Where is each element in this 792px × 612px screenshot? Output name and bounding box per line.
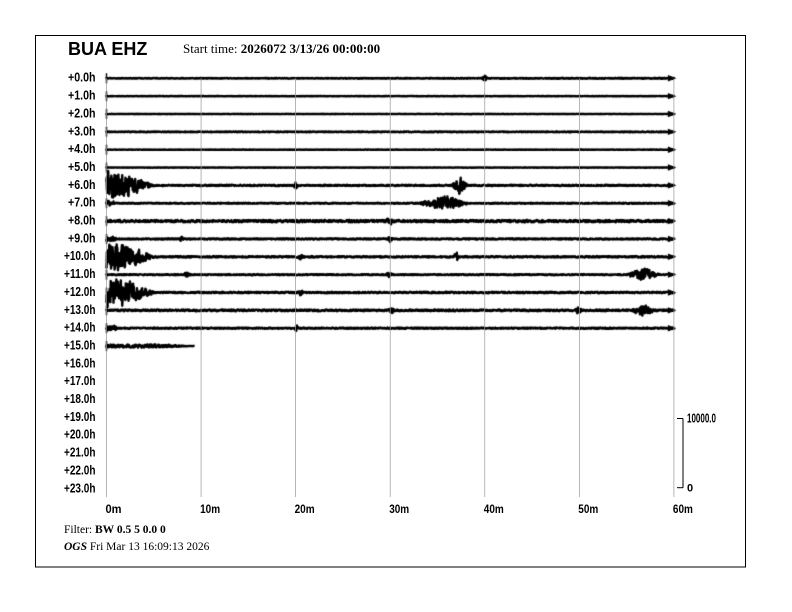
svg-text:+5.0h: +5.0h: [68, 159, 96, 174]
svg-text:10000.0: 10000.0: [687, 411, 716, 426]
svg-text:+13.0h: +13.0h: [64, 302, 96, 317]
svg-text:Filter: BW 0.5 5 0.0 0: Filter: BW 0.5 5 0.0 0: [64, 524, 166, 536]
svg-text:+3.0h: +3.0h: [68, 123, 96, 138]
svg-text:50m: 50m: [578, 502, 598, 516]
svg-text:+20.0h: +20.0h: [64, 427, 96, 442]
svg-text:0: 0: [687, 483, 693, 495]
svg-text:+10.0h: +10.0h: [64, 248, 96, 263]
svg-text:+15.0h: +15.0h: [64, 337, 96, 352]
svg-text:+16.0h: +16.0h: [64, 355, 96, 370]
svg-text:+14.0h: +14.0h: [64, 320, 96, 335]
svg-text:+12.0h: +12.0h: [64, 284, 96, 299]
svg-text:+2.0h: +2.0h: [68, 105, 96, 120]
svg-text:+17.0h: +17.0h: [64, 373, 96, 388]
svg-text:+4.0h: +4.0h: [68, 141, 96, 156]
svg-text:+19.0h: +19.0h: [64, 409, 96, 424]
svg-text:+11.0h: +11.0h: [64, 266, 96, 281]
svg-text:+21.0h: +21.0h: [64, 445, 96, 460]
svg-text:BUA EHZ: BUA EHZ: [68, 39, 147, 59]
svg-text:Start time: 2026072 3/13/26 0: Start time: 2026072 3/13/26 00:00:00: [183, 41, 380, 56]
svg-text:+8.0h: +8.0h: [68, 213, 96, 228]
svg-text:30m: 30m: [389, 502, 409, 516]
svg-text:20m: 20m: [295, 502, 315, 516]
svg-text:+9.0h: +9.0h: [68, 230, 96, 245]
svg-text:+22.0h: +22.0h: [64, 462, 96, 477]
svg-text:0m: 0m: [106, 502, 122, 516]
svg-text:+1.0h: +1.0h: [68, 88, 96, 103]
svg-text:40m: 40m: [484, 502, 504, 516]
svg-text:OGS Fri Mar 13 16:09:13 2026: OGS Fri Mar 13 16:09:13 2026: [64, 541, 210, 553]
svg-text:+23.0h: +23.0h: [64, 480, 96, 495]
svg-text:+0.0h: +0.0h: [68, 70, 96, 85]
svg-text:+6.0h: +6.0h: [68, 177, 96, 192]
svg-text:60m: 60m: [673, 502, 693, 516]
svg-text:+18.0h: +18.0h: [64, 391, 96, 406]
svg-text:+7.0h: +7.0h: [68, 195, 96, 210]
svg-text:10m: 10m: [200, 502, 220, 516]
